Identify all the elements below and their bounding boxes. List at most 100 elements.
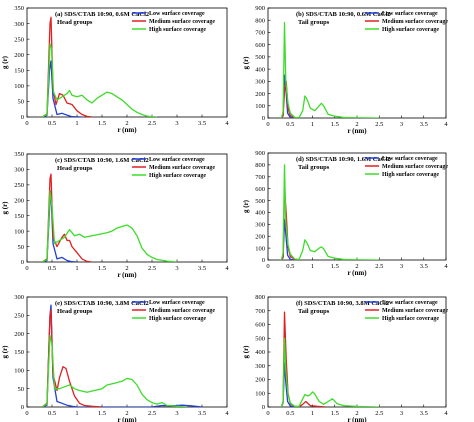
x-tick-label: 3: [400, 410, 403, 417]
y-tick-label: 50: [18, 99, 25, 106]
y-axis-title: g (r): [242, 56, 250, 70]
y-tick-label: 0: [262, 115, 265, 122]
legend-label: Low surface coverage: [149, 300, 205, 306]
panel-d: 0 0.5 1 1.5 2 2.5 3 3.5 4 0 100 200 300 400 500 600 700 8…: [242, 150, 448, 277]
panel-e: 0 0.5 1 1.5 2 2.5 3 3.5 4 0 50 100 150 200 250 300 r (nm…: [1, 294, 229, 422]
y-tick-label: 700: [255, 308, 265, 315]
x-axis-title: r (nm): [347, 269, 367, 277]
y-tick-label: 900: [255, 5, 265, 12]
x-tick-label: 4: [444, 410, 448, 417]
x-tick-label: 1.5: [98, 120, 106, 127]
x-tick-label: 0: [266, 263, 269, 270]
y-tick-label: 300: [255, 79, 265, 86]
series-line-high: [280, 164, 380, 260]
x-tick-label: 2.5: [375, 410, 383, 417]
panel-title: (f) SDS/CTAB 10:90, 3.8M CaCl2: [296, 300, 389, 307]
legend-label: Medium surface coverage: [149, 19, 215, 25]
x-tick-label: 2: [125, 410, 128, 417]
y-tick-label: 300: [14, 167, 24, 174]
series-line-medium: [41, 309, 103, 407]
x-axis-title: r (nm): [117, 416, 137, 422]
x-tick-label: 2.5: [148, 120, 156, 127]
x-tick-label: 0: [25, 265, 28, 272]
y-tick-label: 900: [255, 150, 265, 157]
panel-subtitle: Tail groups: [298, 19, 330, 26]
x-tick-label: 2: [125, 265, 128, 272]
y-tick-label: 200: [14, 52, 24, 59]
x-tick-label: 4: [225, 265, 229, 272]
x-tick-label: 4: [225, 410, 229, 417]
legend-label: Medium surface coverage: [382, 308, 448, 314]
y-tick-label: 150: [14, 213, 24, 220]
x-tick-label: 4: [444, 121, 448, 128]
x-tick-label: 0: [266, 410, 269, 417]
legend-label: Low surface coverage: [149, 11, 205, 17]
x-tick-label: 2: [355, 263, 358, 270]
x-tick-label: 3: [400, 263, 403, 270]
panel-subtitle: Head groups: [57, 308, 93, 315]
y-tick-label: 100: [255, 245, 265, 252]
panel-title: (a) SDS/CTAB 10:90, 0.6M CaCl2: [55, 11, 149, 18]
x-tick-label: 0.5: [286, 263, 294, 270]
panel-subtitle: Head groups: [57, 19, 93, 26]
y-axis-title: g (r): [1, 345, 9, 359]
x-tick-label: 3.5: [198, 410, 206, 417]
y-tick-label: 0: [262, 404, 265, 411]
y-tick-label: 500: [255, 198, 265, 205]
panel-title: (e) SDS/CTAB 10:90, 3.8M CaCl2: [55, 300, 149, 307]
y-tick-label: 200: [255, 91, 265, 98]
y-tick-label: 0: [21, 114, 24, 121]
y-tick-label: 600: [255, 42, 265, 49]
x-tick-label: 1: [75, 410, 78, 417]
y-tick-label: 200: [14, 197, 24, 204]
y-tick-label: 100: [255, 390, 265, 397]
y-tick-label: 600: [255, 322, 265, 329]
y-tick-label: 200: [14, 331, 24, 338]
x-tick-label: 0.5: [286, 121, 294, 128]
x-tick-label: 3.5: [198, 120, 206, 127]
y-tick-label: 500: [255, 54, 265, 61]
x-tick-label: 3.5: [198, 265, 206, 272]
y-axis-title: g (r): [1, 201, 9, 215]
y-tick-label: 250: [14, 313, 24, 320]
y-tick-label: 300: [14, 21, 24, 28]
y-tick-label: 600: [255, 186, 265, 193]
x-tick-label: 3: [175, 265, 178, 272]
x-tick-label: 2.5: [375, 263, 383, 270]
legend-label: High surface coverage: [149, 27, 206, 33]
x-tick-label: 1: [311, 121, 314, 128]
legend-label: Medium surface coverage: [149, 308, 215, 314]
y-tick-label: 50: [18, 244, 25, 251]
y-tick-label: 200: [255, 377, 265, 384]
y-tick-label: 0: [21, 259, 24, 266]
legend-label: High surface coverage: [382, 27, 439, 33]
legend-label: High surface coverage: [382, 172, 439, 178]
x-tick-label: 2.5: [148, 265, 156, 272]
series-line-medium: [41, 173, 93, 262]
series-line-high: [41, 43, 158, 117]
y-tick-label: 400: [255, 66, 265, 73]
x-tick-label: 1.5: [98, 265, 106, 272]
legend-label: Medium surface coverage: [149, 165, 215, 171]
panel-subtitle: Tail groups: [298, 308, 330, 315]
y-tick-label: 700: [255, 30, 265, 37]
legend-label: High surface coverage: [149, 316, 206, 322]
x-tick-label: 1.5: [98, 410, 106, 417]
panel-title: (d) SDS/CTAB 10:90, 1.6M CaCl2: [296, 156, 391, 163]
x-tick-label: 2.5: [375, 121, 383, 128]
x-tick-label: 0: [25, 410, 28, 417]
x-tick-label: 3.5: [420, 410, 428, 417]
y-axis-title: g (r): [1, 55, 9, 69]
y-tick-label: 800: [255, 162, 265, 169]
y-tick-label: 800: [255, 17, 265, 24]
x-tick-label: 1: [311, 410, 314, 417]
series-line-high: [41, 334, 188, 407]
y-tick-label: 800: [255, 294, 265, 301]
y-tick-label: 250: [14, 36, 24, 43]
x-tick-label: 2: [125, 120, 128, 127]
y-tick-label: 100: [14, 83, 24, 90]
y-tick-label: 300: [255, 222, 265, 229]
x-tick-label: 1.5: [331, 121, 339, 128]
series-line-high: [280, 337, 380, 407]
y-tick-label: 200: [255, 233, 265, 240]
